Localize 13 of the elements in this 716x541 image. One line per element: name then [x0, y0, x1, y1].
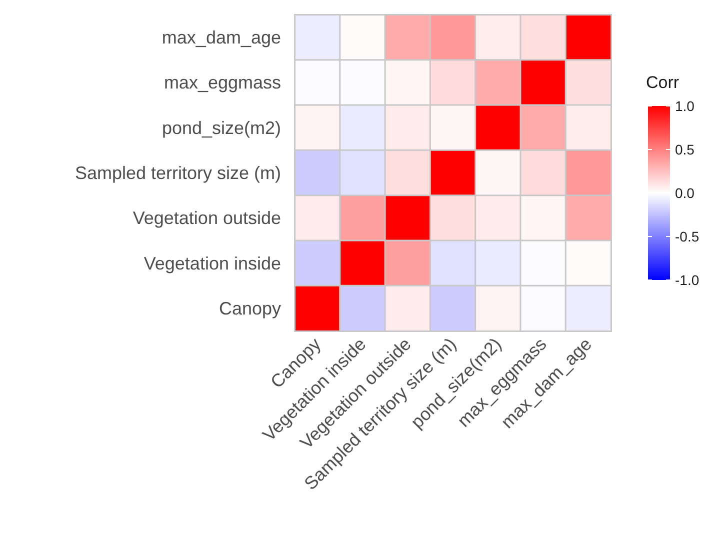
y-tick-label: max_eggmass: [164, 72, 281, 93]
color-bar-label: 1.0: [675, 98, 695, 114]
y-tick-label: pond_size(m2): [162, 118, 281, 138]
y-tick-label: Canopy: [218, 298, 281, 318]
color-bar-label: 0.5: [675, 142, 695, 158]
y-tick-label: Vegetation outside: [132, 208, 281, 228]
color-bar-label: -1.0: [675, 272, 700, 288]
y-tick-label: Vegetation inside: [144, 253, 281, 274]
y-tick-label: Sampled territory size (m): [74, 163, 281, 183]
color-bar-label: -0.5: [675, 228, 700, 244]
color-bar-title: Corr: [646, 73, 680, 92]
y-tick-label: max_dam_age: [162, 28, 281, 48]
color-bar-label: 0.0: [675, 185, 695, 201]
